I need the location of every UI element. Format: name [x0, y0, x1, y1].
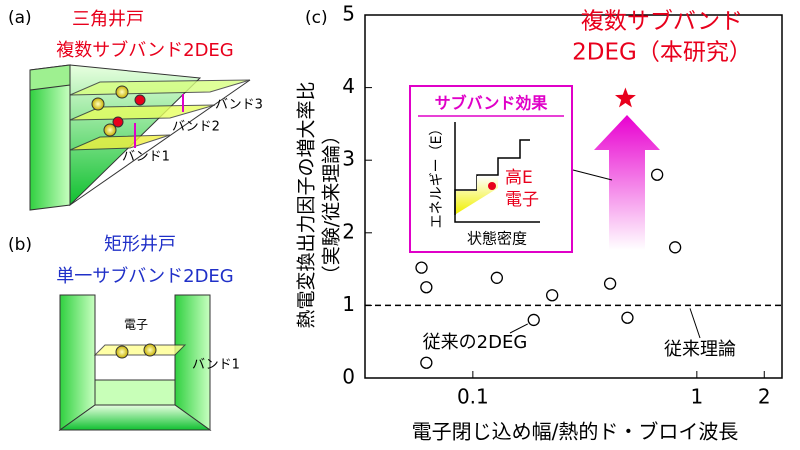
data-point: [415, 261, 428, 274]
panel-subtitle: 複数サブバンド2DEG: [56, 39, 234, 61]
data-point: [603, 277, 617, 290]
y-axis-title: 熱電変換出力因子の増大率比: [296, 81, 318, 328]
data-point: [546, 289, 559, 302]
square-well: [58, 294, 212, 431]
panel-subtitle: 単一サブバンド2DEG: [56, 265, 234, 287]
highlight-label: 複数サブバンド: [581, 9, 743, 35]
data-point: [420, 281, 433, 294]
plot-frame: [364, 14, 783, 379]
inset-electron: [488, 182, 496, 190]
inset-box: [409, 85, 573, 253]
x-axis-title: 電子閉じ込め幅/熱的ド・ブロイ波長: [412, 420, 739, 444]
triangular-well: [29, 64, 251, 211]
band-label: バンド1: [192, 358, 240, 373]
x-tick-label: 1: [690, 385, 703, 409]
y-tick-label: 4: [342, 74, 355, 98]
y-tick-label: 3: [342, 147, 355, 171]
arrow-pointer: [572, 169, 613, 181]
highlight-label: 2DEG（本研究）: [572, 40, 752, 66]
data-point: [527, 313, 540, 327]
data-point: [490, 271, 504, 284]
reference-label: 従来理論: [664, 339, 736, 360]
point-label: 従来の2DEG: [423, 332, 528, 353]
data-point: [420, 356, 433, 369]
band-label: バンド2: [172, 120, 220, 135]
y-tick-label: 0: [342, 365, 355, 389]
band-label: バンド3: [215, 98, 263, 113]
y-axis-title: （実験/従来理論）: [321, 126, 343, 284]
leader: [689, 308, 701, 339]
highlight-star: [615, 87, 636, 108]
electron-label: 電子: [124, 318, 148, 332]
inset-label: 高E: [505, 168, 533, 188]
panel-label: (b): [8, 235, 32, 255]
inset-label: 電子: [505, 190, 539, 210]
inset-axes: [454, 122, 540, 223]
data-point: [668, 241, 682, 254]
inset-x-label: 状態密度: [467, 230, 527, 248]
panel-title: 三角井戸: [72, 9, 144, 30]
panel-title: 矩形井戸: [104, 234, 176, 255]
band-label: バンド1: [122, 150, 170, 165]
data-point: [621, 311, 634, 324]
arrow: [594, 115, 660, 250]
y-tick-label: 1: [342, 292, 355, 316]
panel-label: (c): [305, 8, 328, 28]
inset-y-label: エネルギー（E）: [429, 122, 445, 229]
inset-fill: [456, 176, 498, 214]
y-tick-label: 5: [342, 2, 355, 26]
panel-label: (a): [8, 8, 32, 28]
inset-dos: [454, 139, 530, 215]
inset-title: サブバンド効果: [435, 94, 548, 113]
x-tick-label: 2: [758, 385, 771, 409]
x-tick-label: 0.1: [457, 385, 489, 409]
data-point: [651, 168, 664, 181]
y-tick-label: 2: [342, 219, 355, 243]
leader: [509, 323, 528, 334]
